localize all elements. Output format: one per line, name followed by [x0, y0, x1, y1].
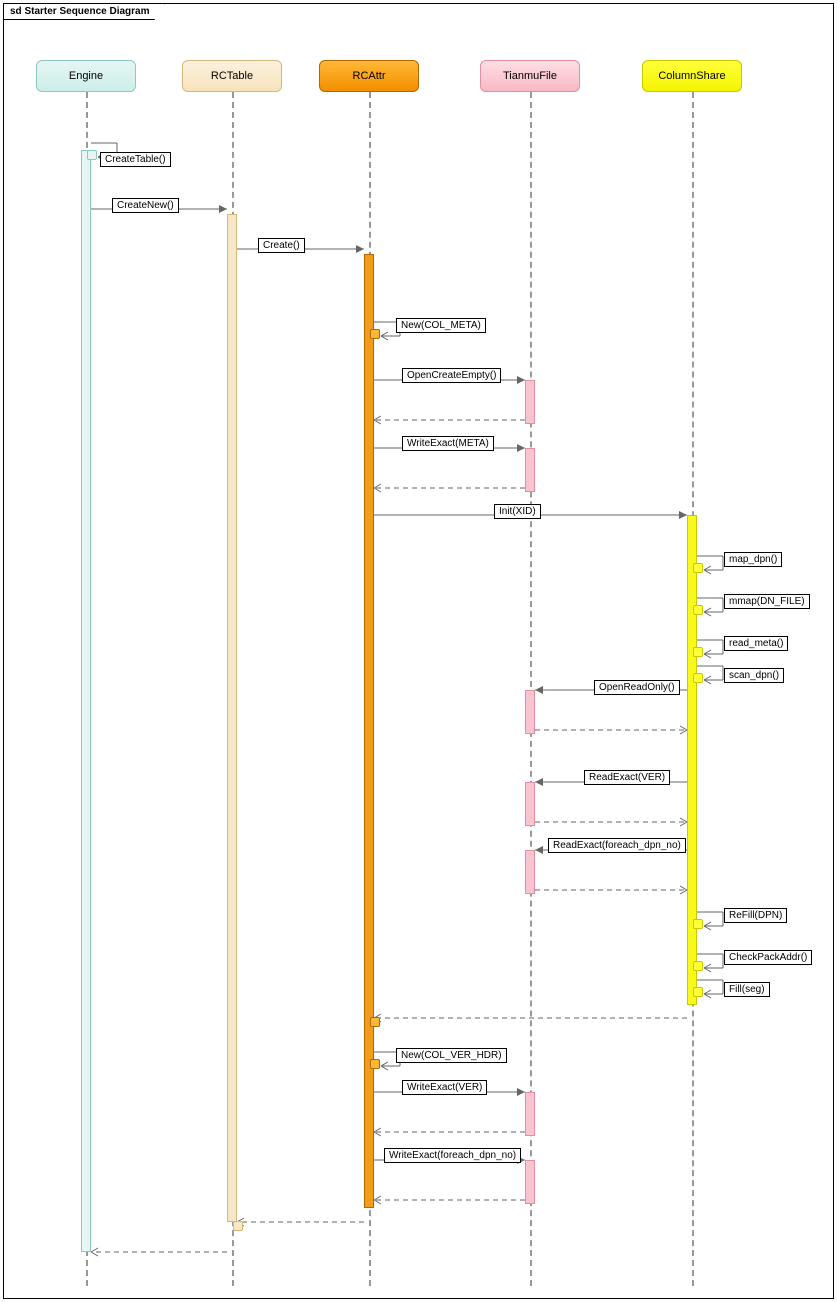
message-label: read_meta() [724, 636, 788, 651]
activation-tianmu-short [525, 850, 535, 894]
activation-colshare [687, 515, 697, 1005]
activation-tianmu-short [525, 690, 535, 734]
message-label: CheckPackAddr() [724, 950, 812, 965]
message-label: OpenCreateEmpty() [402, 368, 501, 383]
self-activation [370, 329, 380, 339]
message-label: ReadExact(VER) [584, 770, 670, 785]
message-label: OpenReadOnly() [594, 680, 680, 695]
activation-tianmu-short [525, 1160, 535, 1204]
sequence-canvas: Engine RCTable RCAttr TianmuFile ColumnShare… [4, 4, 834, 1298]
self-activation [693, 673, 703, 683]
self-activation [370, 1017, 380, 1027]
activation-tianmu-short [525, 448, 535, 492]
participant-colshare: ColumnShare [642, 60, 742, 92]
diagram-frame: sd Starter Sequence Diagram EngineRCTabl… [3, 3, 834, 1299]
activation-rctable [227, 214, 237, 1222]
self-activation [693, 563, 703, 573]
participant-rctable: RCTable [182, 60, 282, 92]
message-label: New(COL_VER_HDR) [396, 1048, 507, 1063]
message-label: Init(XID) [494, 504, 541, 519]
message-label: WriteExact(foreach_dpn_no) [384, 1148, 521, 1163]
self-activation [87, 150, 97, 160]
message-label: CreateNew() [112, 198, 179, 213]
message-label: Fill(seg) [724, 982, 770, 997]
message-label: CreateTable() [100, 152, 171, 167]
message-label: ReadExact(foreach_dpn_no) [548, 838, 686, 853]
message-label: ReFill(DPN) [724, 908, 787, 923]
activation-tianmu-short [525, 1092, 535, 1136]
message-label: WriteExact(META) [402, 436, 494, 451]
activation-tianmu-short [525, 380, 535, 424]
message-label: mmap(DN_FILE) [724, 594, 810, 609]
self-activation [693, 987, 703, 997]
self-activation [693, 647, 703, 657]
self-activation [233, 1221, 243, 1231]
self-activation [693, 961, 703, 971]
message-label: scan_dpn() [724, 668, 784, 683]
participant-tianmu: TianmuFile [480, 60, 580, 92]
message-label: New(COL_META) [396, 318, 486, 333]
participant-engine: Engine [36, 60, 136, 92]
message-label: Create() [258, 238, 305, 253]
self-activation [693, 919, 703, 929]
self-activation [370, 1059, 380, 1069]
activation-engine [81, 150, 91, 1252]
self-activation [693, 605, 703, 615]
activation-tianmu-short [525, 782, 535, 826]
message-label: WriteExact(VER) [402, 1080, 487, 1095]
message-label: map_dpn() [724, 552, 782, 567]
participant-rcattr: RCAttr [319, 60, 419, 92]
